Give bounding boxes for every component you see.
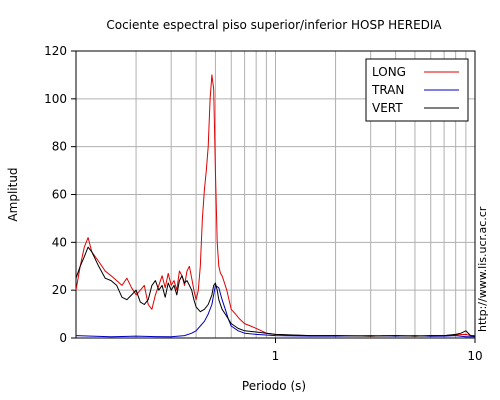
x-tick-label: 1 [272, 349, 280, 363]
series-lines [75, 74, 476, 338]
y-tick-label: 120 [44, 44, 67, 58]
x-tick-label: 10 [467, 349, 482, 363]
legend: LONG TRAN VERT [365, 58, 469, 122]
x-axis-label: Periodo (s) [242, 379, 306, 393]
y-tick-label: 100 [44, 92, 67, 106]
series-line-vert [75, 246, 476, 337]
chart-title: Cociente espectral piso superior/inferio… [106, 18, 442, 32]
axis-ticks: 0 20 40 60 80 100 120 1 10 [44, 44, 483, 363]
legend-label-vert: VERT [372, 101, 403, 115]
watermark-url: http://www.lis.ucr.ac.cr [476, 206, 489, 332]
y-tick-label: 0 [59, 331, 67, 345]
y-tick-label: 60 [52, 188, 67, 202]
y-tick-label: 80 [52, 140, 67, 154]
legend-label-tran: TRAN [371, 83, 404, 97]
legend-label-long: LONG [372, 65, 406, 79]
y-tick-label: 20 [52, 283, 67, 297]
y-axis-label: Amplitud [6, 167, 20, 221]
y-tick-label: 40 [52, 235, 67, 249]
